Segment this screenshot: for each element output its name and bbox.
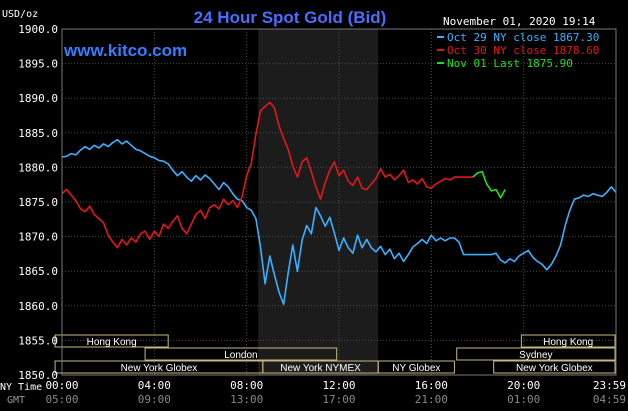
session-label: Sydney xyxy=(519,350,552,361)
gmt-tick-label: 05:00 xyxy=(45,393,78,406)
gmt-tick-label: 01:00 xyxy=(507,393,540,406)
date-stamp: November 01, 2020 19:14 xyxy=(443,15,596,28)
session-label: Hong Kong xyxy=(543,337,593,348)
gmt-tick-label: 13:00 xyxy=(230,393,263,406)
gmt-tick-label: 17:00 xyxy=(322,393,355,406)
session-bar: Hong Kong xyxy=(520,334,616,348)
series-line-0 xyxy=(61,138,617,306)
nymex-session-highlight xyxy=(258,29,379,375)
y-tick-labels: 1900.0 1895.0 1890.0 1885.0 1880.0 1875.0 1870… xyxy=(18,23,58,382)
gmt-tick-label: 09:00 xyxy=(138,393,171,406)
session-bar-frame xyxy=(493,360,616,374)
x-tick-label: 12:00 xyxy=(322,379,355,392)
x-tick-label: 20:00 xyxy=(507,379,540,392)
watermark: www.kitco.com xyxy=(63,41,187,60)
gmt-tick-label: 21:00 xyxy=(415,393,448,406)
y-tick-label: 1900.0 xyxy=(18,23,58,36)
legend-entry: Nov 01 Last 1875.90 xyxy=(447,57,573,70)
session-bar-frame xyxy=(520,334,616,348)
x-tick-label: 00:00 xyxy=(45,379,78,392)
session-bar: New York Globex xyxy=(493,360,616,374)
session-bar-frame xyxy=(54,334,169,348)
y-tick-label: 1850.0 xyxy=(18,369,58,382)
session-bar-frame xyxy=(377,360,455,374)
session-bar: Sydney xyxy=(456,347,616,361)
session-label: New York Globex xyxy=(121,363,198,374)
series-lines xyxy=(61,101,617,306)
legend-entry: Oct 30 NY close 1878.60 xyxy=(447,44,599,57)
y-tick-label: 1895.0 xyxy=(18,58,58,71)
session-label: New York Globex xyxy=(516,363,593,374)
x-tick-label: 08:00 xyxy=(230,379,263,392)
session-label: NY Globex xyxy=(392,363,440,374)
session-bars: Hong Kong Hong Kong London Sydney New York G… xyxy=(54,334,616,374)
y-tick-label: 1890.0 xyxy=(18,92,58,105)
x-tick-label: 16:00 xyxy=(415,379,448,392)
session-bar: London xyxy=(144,347,338,361)
session-label: Hong Kong xyxy=(87,337,137,348)
y-tick-label: 1865.0 xyxy=(18,265,58,278)
session-label: New York NYMEX xyxy=(280,363,361,374)
session-bar-frame xyxy=(456,347,616,361)
legend-entry: Oct 29 NY close 1867.30 xyxy=(447,31,599,44)
plot-border xyxy=(61,28,617,376)
x-tick-label: 23:59 xyxy=(593,379,626,392)
session-bar: Hong Kong xyxy=(54,334,169,348)
session-label: London xyxy=(224,350,257,361)
gmt-row-label: GMT xyxy=(7,395,25,406)
session-bar-frame xyxy=(144,347,338,361)
y-unit-label: USD/oz xyxy=(2,9,38,20)
series-line-1 xyxy=(61,101,473,249)
series-line-2 xyxy=(472,170,506,199)
chart-title: 24 Hour Spot Gold (Bid) xyxy=(194,8,387,27)
ny-time-row-label: NY Time xyxy=(0,382,42,393)
y-tick-label: 1860.0 xyxy=(18,300,58,313)
y-tick-label: 1875.0 xyxy=(18,196,58,209)
session-bar: NY Globex xyxy=(377,360,455,374)
y-tick-label: 1885.0 xyxy=(18,127,58,140)
gmt-tick-label: 04:59 xyxy=(593,393,626,406)
y-tick-label: 1870.0 xyxy=(18,231,58,244)
y-tick-label: 1855.0 xyxy=(18,334,58,347)
x-tick-label: 04:00 xyxy=(138,379,171,392)
y-tick-label: 1880.0 xyxy=(18,161,58,174)
